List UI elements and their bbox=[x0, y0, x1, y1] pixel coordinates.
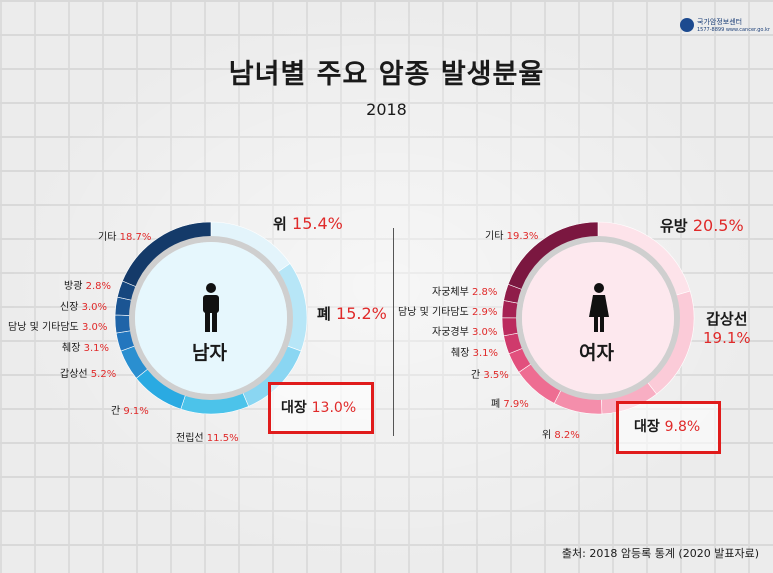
female-label-gallbladder: 담낭 및 기타담도 2.9% bbox=[398, 303, 497, 318]
female-label-colorectal-name: 대장 bbox=[634, 419, 660, 435]
female-highlight-box bbox=[616, 401, 721, 454]
female-label-lung: 폐 7.9% bbox=[491, 395, 529, 410]
female-label-stomach-pct: 8.2% bbox=[554, 430, 580, 441]
female-label-gallbladder-name: 담낭 및 기타담도 bbox=[398, 307, 469, 318]
male-donut-chart bbox=[114, 221, 308, 415]
female-label-gallbladder-pct: 2.9% bbox=[471, 307, 498, 318]
male-label-stomach-pct: 15.4% bbox=[292, 214, 343, 233]
female-label-pancreas-name: 췌장 bbox=[451, 348, 470, 359]
male-label-other-pct: 18.7% bbox=[119, 232, 152, 243]
male-highlight-box bbox=[268, 382, 374, 434]
male-center-label: 남자 bbox=[192, 342, 227, 364]
chart-title: 남녀별 주요 암종 발생분율 bbox=[228, 59, 545, 90]
male-label-kidney-pct: 3.0% bbox=[81, 302, 107, 313]
male-label-kidney-name: 신장 bbox=[60, 302, 79, 313]
male-label-thyroid-pct: 5.2% bbox=[90, 369, 117, 380]
male-label-bladder: 방광 2.8% bbox=[64, 277, 111, 292]
female-label-thyroid: 갑상선 19.1% bbox=[703, 310, 751, 348]
female-label-liver-name: 간 bbox=[471, 370, 481, 381]
female-center-label: 여자 bbox=[579, 342, 614, 364]
male-label-prostate: 전립선 11.5% bbox=[176, 429, 239, 444]
female-label-other-name: 기타 bbox=[485, 231, 504, 242]
female-label-pancreas-pct: 3.1% bbox=[472, 348, 498, 359]
male-label-pancreas: 췌장 3.1% bbox=[62, 339, 109, 354]
male-label-thyroid: 갑상선 5.2% bbox=[60, 365, 116, 380]
female-label-breast-pct: 20.5% bbox=[692, 216, 744, 235]
female-label-thyroid-pct: 19.1% bbox=[703, 329, 751, 347]
female-label-pancreas: 췌장 3.1% bbox=[451, 344, 498, 359]
female-label-cervix: 자궁경부 3.0% bbox=[432, 323, 497, 338]
female-label-lung-pct: 7.9% bbox=[503, 399, 529, 410]
male-label-liver-pct: 9.1% bbox=[123, 406, 149, 417]
male-center-fill bbox=[135, 242, 287, 394]
female-label-colorectal: 대장 9.8% bbox=[634, 416, 700, 436]
female-label-breast: 유방 20.5% bbox=[660, 215, 744, 236]
male-label-lung: 폐 15.2% bbox=[317, 303, 387, 324]
female-label-other: 기타 19.3% bbox=[485, 227, 538, 242]
male-label-other: 기타 18.7% bbox=[98, 228, 151, 243]
female-label-uterus: 자궁체부 2.8% bbox=[432, 283, 497, 298]
male-inner-ring bbox=[129, 236, 293, 400]
female-label-liver: 간 3.5% bbox=[471, 366, 509, 381]
female-label-uterus-name: 자궁체부 bbox=[432, 287, 469, 298]
male-label-thyroid-name: 갑상선 bbox=[60, 369, 88, 380]
female-label-liver-pct: 3.5% bbox=[483, 370, 509, 381]
divider bbox=[393, 228, 394, 436]
male-label-pancreas-pct: 3.1% bbox=[83, 343, 109, 354]
female-inner-ring bbox=[516, 236, 680, 400]
male-label-colorectal: 대장 13.0% bbox=[281, 397, 356, 417]
female-label-thyroid-name: 갑상선 bbox=[706, 310, 748, 328]
male-label-prostate-name: 전립선 bbox=[176, 433, 204, 444]
male-label-colorectal-pct: 13.0% bbox=[311, 400, 357, 416]
female-label-stomach-name: 위 bbox=[542, 430, 552, 441]
male-label-liver: 간 9.1% bbox=[111, 402, 149, 417]
source-note: 출처: 2018 암등록 통계 (2020 발표자료) bbox=[561, 547, 759, 560]
female-label-cervix-pct: 3.0% bbox=[472, 327, 498, 338]
male-label-pancreas-name: 췌장 bbox=[62, 343, 81, 354]
logo-name: 국가암정보센터 bbox=[697, 18, 743, 26]
male-label-stomach-name: 위 bbox=[273, 215, 287, 233]
female-label-cervix-name: 자궁경부 bbox=[432, 327, 469, 338]
male-label-prostate-pct: 11.5% bbox=[206, 433, 239, 444]
logo: 국가암정보센터 1577-8899 www.cancer.go.kr bbox=[680, 16, 770, 38]
male-label-kidney: 신장 3.0% bbox=[60, 298, 107, 313]
male-label-stomach: 위 15.4% bbox=[273, 213, 343, 234]
female-label-colorectal-pct: 9.8% bbox=[664, 419, 701, 435]
female-label-lung-name: 폐 bbox=[491, 399, 501, 410]
male-label-other-name: 기타 bbox=[98, 232, 117, 243]
logo-icon bbox=[680, 18, 694, 32]
female-label-uterus-pct: 2.8% bbox=[472, 287, 498, 298]
male-label-lung-pct: 15.2% bbox=[336, 304, 387, 323]
female-label-stomach: 위 8.2% bbox=[542, 426, 580, 441]
male-label-colorectal-name: 대장 bbox=[281, 400, 307, 416]
male-label-bladder-name: 방광 bbox=[64, 281, 83, 292]
chart-subtitle: 2018 bbox=[366, 100, 407, 119]
female-label-breast-name: 유방 bbox=[660, 217, 688, 235]
male-label-gallbladder: 담낭 및 기타담도 3.0% bbox=[8, 318, 107, 333]
male-label-gallbladder-name: 담낭 및 기타담도 bbox=[8, 322, 79, 333]
female-person-icon bbox=[588, 283, 610, 337]
male-person-icon bbox=[201, 283, 221, 337]
male-label-bladder-pct: 2.8% bbox=[85, 281, 111, 292]
male-label-liver-name: 간 bbox=[111, 406, 121, 417]
male-label-lung-name: 폐 bbox=[317, 305, 331, 323]
logo-sub: 1577-8899 www.cancer.go.kr bbox=[697, 27, 770, 33]
male-label-gallbladder-pct: 3.0% bbox=[81, 322, 108, 333]
female-label-other-pct: 19.3% bbox=[506, 231, 539, 242]
